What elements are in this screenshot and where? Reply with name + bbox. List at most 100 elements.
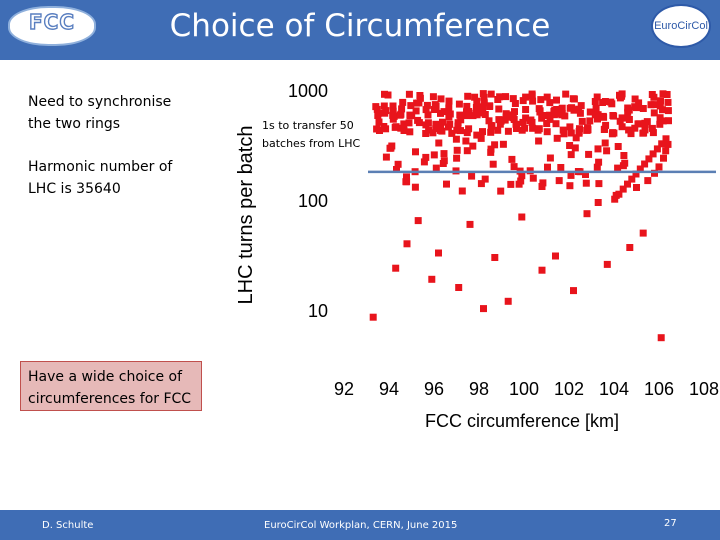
data-point — [639, 229, 647, 237]
data-point — [546, 115, 554, 123]
data-point — [626, 244, 634, 251]
data-point — [655, 163, 663, 171]
data-point — [623, 114, 631, 122]
data-point — [487, 145, 495, 153]
data-point — [641, 126, 649, 134]
data-point — [519, 97, 527, 105]
data-point — [610, 112, 618, 120]
data-point — [568, 104, 576, 112]
data-point — [612, 191, 620, 199]
data-point — [508, 155, 516, 163]
data-point — [504, 127, 512, 135]
data-point — [435, 139, 443, 147]
data-point — [603, 147, 611, 155]
data-point — [389, 111, 397, 119]
data-point — [400, 120, 408, 128]
data-point — [430, 151, 438, 159]
data-point — [444, 123, 452, 131]
data-point — [477, 180, 485, 188]
data-point — [664, 107, 672, 115]
data-point — [495, 116, 503, 124]
data-point — [553, 106, 561, 113]
data-point — [557, 164, 565, 171]
data-point — [542, 112, 550, 119]
data-point — [631, 103, 639, 111]
data-point — [414, 116, 422, 124]
x-tick-label: 106 — [644, 379, 674, 399]
data-point — [415, 99, 423, 107]
data-point — [452, 135, 460, 143]
data-point — [480, 93, 488, 101]
y-tick-label: 10 — [308, 301, 328, 321]
data-point — [473, 131, 481, 139]
data-point — [480, 305, 487, 313]
data-point — [663, 91, 671, 98]
data-point — [562, 90, 570, 98]
data-point — [369, 313, 377, 321]
data-point — [481, 111, 489, 118]
transfer-annotation: 1s to transfer 50 batches from LHC — [262, 119, 361, 150]
data-point — [389, 102, 397, 110]
data-point — [594, 115, 601, 123]
data-point — [660, 154, 667, 162]
data-point — [509, 95, 517, 103]
data-point — [561, 112, 569, 120]
data-point — [641, 160, 649, 168]
data-point — [381, 90, 388, 98]
data-point — [463, 108, 470, 116]
data-point — [502, 93, 510, 101]
data-point — [571, 144, 579, 152]
data-point — [376, 127, 383, 134]
data-point — [438, 127, 446, 135]
data-point — [633, 184, 640, 191]
data-point — [429, 129, 437, 137]
data-point — [602, 121, 610, 129]
data-point — [649, 129, 657, 137]
data-point — [455, 100, 463, 108]
data-point — [497, 187, 505, 195]
data-point — [453, 154, 461, 162]
data-point — [518, 213, 526, 221]
data-point — [650, 93, 658, 101]
y-tick-label: 100 — [298, 191, 328, 211]
data-point — [662, 147, 670, 155]
data-point — [463, 147, 471, 155]
data-point — [552, 120, 560, 128]
data-point — [614, 143, 622, 150]
data-point — [422, 106, 430, 114]
data-point — [618, 123, 626, 131]
data-point — [439, 118, 446, 126]
data-point — [572, 134, 580, 142]
eurocircol-logo: EuroCirCol — [651, 4, 711, 48]
data-point — [445, 104, 453, 112]
data-point — [659, 117, 667, 125]
data-point — [486, 102, 494, 110]
x-tick-label: 100 — [509, 379, 539, 399]
data-point — [463, 129, 471, 137]
data-point — [477, 134, 485, 142]
data-point — [469, 142, 477, 150]
data-point — [414, 217, 422, 225]
data-point — [595, 180, 603, 188]
data-point — [432, 125, 440, 133]
data-point — [553, 96, 560, 104]
data-point — [593, 163, 601, 171]
data-point — [658, 140, 666, 148]
header-bar: FCC Choice of Circumference EuroCirCol — [0, 0, 720, 60]
data-point — [473, 97, 481, 105]
data-point — [529, 124, 537, 132]
data-point — [551, 110, 559, 118]
data-point — [457, 127, 464, 135]
data-point — [422, 153, 430, 161]
data-point — [553, 134, 561, 142]
data-point — [543, 128, 551, 136]
data-point — [651, 169, 658, 177]
data-point — [463, 102, 471, 110]
data-point — [567, 129, 575, 137]
data-point — [440, 150, 448, 158]
data-point — [481, 175, 489, 183]
data-point — [584, 126, 592, 134]
data-point — [546, 154, 554, 162]
data-point — [487, 90, 495, 98]
data-point — [620, 152, 628, 159]
